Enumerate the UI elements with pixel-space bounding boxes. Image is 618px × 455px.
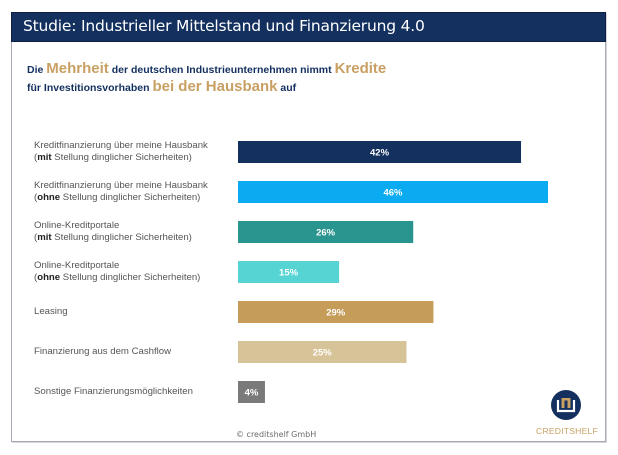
- subtitle-text: für Investitionsvorhaben: [27, 82, 153, 94]
- bar-value-label: 26%: [316, 228, 336, 239]
- category-label: Finanzierung aus dem Cashflow: [34, 346, 172, 357]
- subtitle-text: der deutschen Industrieunternehmen nimmt: [108, 64, 335, 76]
- bar: [238, 341, 407, 363]
- bar: [238, 221, 414, 243]
- bar: [238, 181, 548, 203]
- subtitle-highlight: bei der Hausbank: [152, 78, 278, 95]
- bar: [238, 261, 340, 283]
- category-label: Kreditfinanzierung über meine Hausbank (o…: [34, 180, 208, 203]
- creditshelf-logo: CREDITSHELF: [530, 390, 604, 442]
- subtitle-text: Die: [27, 64, 47, 76]
- subtitle-line-1: Die Mehrheit der deutschen Industrieunte…: [27, 60, 386, 78]
- bar-value-label: 25%: [313, 348, 333, 359]
- page-title: Studie: Industrieller Mittelstand und Fi…: [23, 17, 425, 35]
- subtitle-text: auf: [277, 82, 297, 94]
- bar: [238, 141, 522, 163]
- subtitle-highlight: Mehrheit: [46, 60, 109, 77]
- category-label: Online-Kreditportale (mit Stellung dingli…: [34, 220, 192, 243]
- bar-value-label: 42%: [370, 148, 390, 159]
- category-label: Online-Kreditportale (ohne Stellung dingl…: [34, 260, 201, 283]
- bar-value-label: 29%: [326, 308, 346, 319]
- chart-subtitle: Die Mehrheit der deutschen Industrieunte…: [27, 60, 386, 96]
- shelf-icon: [556, 398, 576, 413]
- category-label: Sonstige Finanzierungsmöglichkeiten: [34, 386, 193, 397]
- logo-wordmark: CREDITSHELF: [536, 426, 598, 436]
- creditshelf-logo-icon: [551, 390, 581, 420]
- subtitle-highlight: Kredite: [334, 60, 387, 77]
- category-label: Kreditfinanzierung über meine Hausbank (m…: [34, 140, 208, 163]
- copyright-footer: © creditshelf GmbH: [236, 430, 317, 439]
- category-label: Leasing: [34, 306, 68, 317]
- bar: [238, 301, 434, 323]
- bar-value-label: 46%: [383, 188, 403, 199]
- header-bar: Studie: Industrieller Mittelstand und Fi…: [11, 12, 606, 42]
- bar-value-label: 4%: [245, 388, 259, 399]
- bar-value-label: 15%: [279, 268, 299, 279]
- subtitle-line-2: für Investitionsvorhaben bei der Hausban…: [27, 78, 386, 96]
- bar: [238, 381, 265, 403]
